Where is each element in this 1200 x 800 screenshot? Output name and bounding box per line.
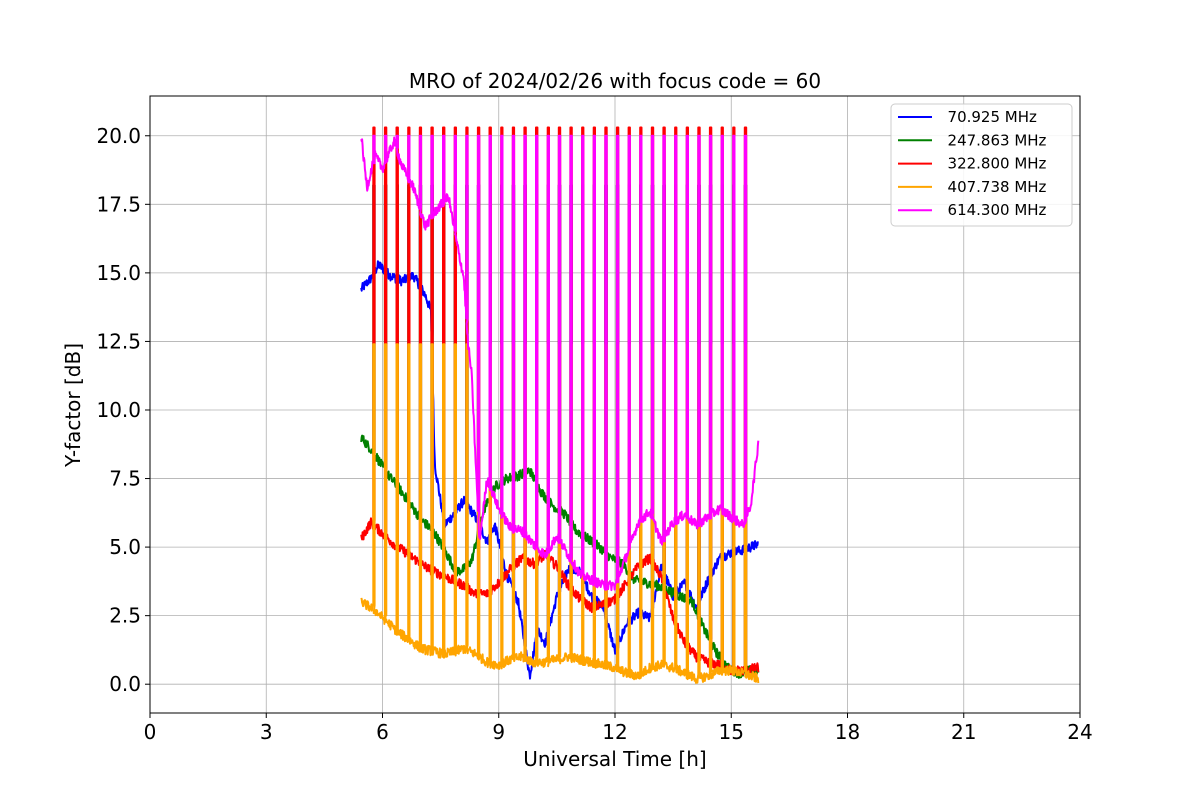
x-tick-label: 9 [492,720,505,744]
legend-label: 407.738 MHz [938,178,1047,196]
y-tick-label: 17.5 [96,192,141,216]
legend: 70.925 MHz 247.863 MHz 322.800 MHz 407.7… [890,103,1073,227]
y-tick-label: 0.0 [109,672,141,696]
y-tick-label: 2.5 [109,604,141,628]
y-tick-label: 20.0 [96,124,141,148]
x-tick-label: 15 [719,720,744,744]
y-axis-label: Y-factor [dB] [61,343,85,468]
x-tick-label: 21 [951,720,976,744]
y-tick-label: 12.5 [96,329,141,353]
x-tick-label: 0 [144,720,157,744]
y-axis: 0.0 2.5 5.0 7.5 10.0 12.5 15.0 17.5 20.0 [96,124,150,696]
x-axis: 0 3 6 9 12 15 18 21 24 [144,713,1093,744]
y-tick-label: 10.0 [96,398,141,422]
x-tick-label: 12 [602,720,627,744]
y-tick-label: 7.5 [109,467,141,491]
y-tick-label: 5.0 [109,535,141,559]
x-tick-label: 18 [835,720,860,744]
legend-label: 322.800 MHz [938,155,1047,173]
series-layer [360,126,760,684]
chart-title: MRO of 2024/02/26 with focus code = 60 [409,69,821,93]
x-tick-label: 6 [376,720,389,744]
x-tick-label: 3 [260,720,273,744]
x-axis-label: Universal Time [h] [523,747,706,771]
legend-box [890,103,1073,227]
legend-label: 614.300 MHz [938,201,1047,219]
series-line-614-300-mhz [360,134,760,592]
series-line-407-738-mhz [360,343,760,684]
legend-label: 70.925 MHz [938,108,1037,126]
x-tick-label: 24 [1067,720,1092,744]
y-tick-label: 15.0 [96,261,141,285]
legend-label: 247.863 MHz [938,131,1047,149]
